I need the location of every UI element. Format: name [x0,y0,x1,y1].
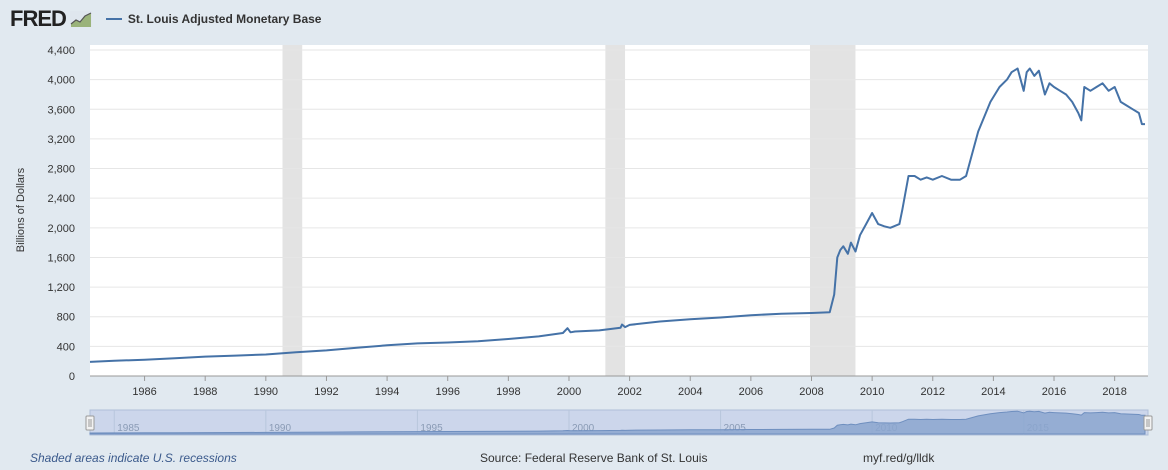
x-tick-label: 1992 [314,386,338,398]
x-tick-label: 2000 [557,386,581,398]
x-tick-label: 2012 [921,386,945,398]
x-tick-label: 2004 [678,386,702,398]
recession-band-2 [809,45,856,376]
navigator-area [89,410,1146,435]
y-tick-label: 3,600 [47,104,75,116]
legend-line-swatch [105,18,122,20]
x-tick-label: 1988 [193,386,217,398]
x-tick-label: 2008 [799,386,823,398]
y-tick-label: 0 [69,371,75,383]
y-tick-label: 2,400 [47,193,75,205]
navigator-tick-label: 2005 [724,423,747,434]
y-tick-label: 800 [57,312,75,324]
y-tick-label: 1,200 [47,282,75,294]
y-tick-label: 2,800 [47,164,75,176]
x-tick-label: 2014 [981,386,1005,398]
navigator-tick-label: 1995 [420,423,443,434]
source-text: Source: Federal Reserve Bank of St. Loui… [480,451,708,465]
navigator[interactable]: 1985199019952000200520102015 [85,409,1153,436]
x-tick-label: 1994 [375,386,399,398]
short-link[interactable]: myf.red/g/lldk [863,451,935,465]
chart-header: FRED St. Louis Adjusted Monetary Base [10,6,321,32]
navigator-handle-right[interactable] [1143,415,1153,431]
gridlines [90,49,1148,377]
legend[interactable]: St. Louis Adjusted Monetary Base [105,12,322,26]
y-axis-ticks: 0 400 800 1,200 1,600 2,000 2,400 2,800 3,200 3,6… [47,45,75,383]
recession-band-0 [282,45,303,376]
x-tick-label: 2006 [739,386,763,398]
recession-note: Shaded areas indicate U.S. recessions [30,451,237,465]
x-tick-label: 2002 [617,386,641,398]
y-tick-label: 4,400 [47,45,75,57]
x-tick-label: 2018 [1102,386,1126,398]
x-tick-label: 1990 [254,386,278,398]
series-line[interactable] [89,67,1145,363]
y-tick-label: 1,600 [47,252,75,264]
x-tick-label: 1996 [435,386,459,398]
y-tick-label: 4,000 [47,75,75,87]
navigator-tick-label: 1990 [269,423,292,434]
x-tick-label: 2010 [860,386,884,398]
x-tick-label: 1986 [132,386,156,398]
recession-shading [282,45,856,376]
legend-series-label: St. Louis Adjusted Monetary Base [127,12,322,26]
y-tick-label: 3,200 [47,134,75,146]
y-axis-label: Billions of Dollars [15,167,27,252]
x-tick-label: 2016 [1042,386,1066,398]
fred-logo[interactable]: FRED [10,6,67,31]
y-tick-label: 2,000 [47,223,75,235]
x-axis-ticks: 1986 1988 1990 1992 1994 1996 1998 2000 2002 2004… [132,376,1127,398]
x-tick-label: 1998 [496,386,520,398]
recession-band-1 [605,45,626,376]
fred-graph-icon [69,11,92,27]
navigator-tick-label: 1985 [117,423,140,434]
navigator-handle-left[interactable] [85,415,95,431]
navigator-tick-label: 2000 [572,423,595,434]
y-tick-label: 400 [57,341,75,353]
